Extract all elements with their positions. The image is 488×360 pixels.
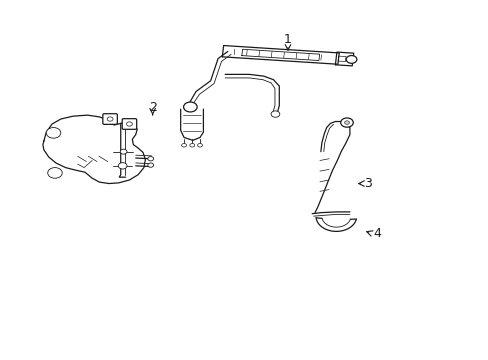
Circle shape: [344, 121, 349, 124]
Text: 3: 3: [363, 177, 371, 190]
Circle shape: [126, 122, 132, 126]
Circle shape: [46, 127, 61, 138]
Circle shape: [181, 144, 186, 147]
Circle shape: [340, 118, 352, 127]
Circle shape: [107, 117, 113, 121]
FancyBboxPatch shape: [122, 119, 137, 129]
Circle shape: [346, 55, 356, 63]
Text: 4: 4: [373, 227, 381, 240]
Text: 1: 1: [284, 33, 291, 46]
Text: 2: 2: [148, 101, 156, 114]
Circle shape: [197, 144, 202, 147]
Circle shape: [183, 102, 197, 112]
Circle shape: [270, 111, 279, 117]
Circle shape: [120, 149, 127, 154]
Circle shape: [189, 144, 194, 147]
FancyBboxPatch shape: [102, 114, 117, 124]
Circle shape: [118, 163, 127, 169]
Circle shape: [48, 168, 62, 178]
Circle shape: [147, 163, 153, 167]
Circle shape: [147, 157, 153, 161]
